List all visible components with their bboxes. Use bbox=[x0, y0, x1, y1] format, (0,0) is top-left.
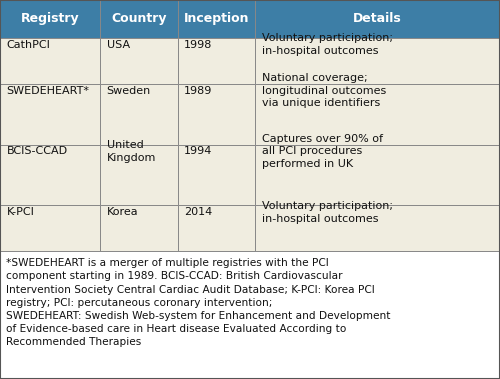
Bar bbox=[255, 38, 500, 84]
Bar bbox=[0, 0, 100, 38]
Bar bbox=[100, 38, 178, 84]
Text: Voluntary participation;
in-hospital outcomes: Voluntary participation; in-hospital out… bbox=[262, 33, 392, 56]
Text: Voluntary participation;
in-hospital outcomes: Voluntary participation; in-hospital out… bbox=[262, 201, 392, 224]
Text: Details: Details bbox=[353, 13, 402, 25]
Text: National coverage;
longitudinal outcomes
via unique identifiers: National coverage; longitudinal outcomes… bbox=[262, 73, 386, 108]
Bar bbox=[0, 38, 100, 84]
Text: BCIS-CCAD: BCIS-CCAD bbox=[6, 146, 68, 157]
Bar bbox=[255, 205, 500, 251]
Text: 1998: 1998 bbox=[184, 40, 212, 50]
Bar bbox=[178, 205, 255, 251]
Text: 1994: 1994 bbox=[184, 146, 212, 157]
Text: *SWEDEHEART is a merger of multiple registries with the PCI
component starting i: *SWEDEHEART is a merger of multiple regi… bbox=[6, 258, 391, 348]
Text: 1989: 1989 bbox=[184, 86, 212, 96]
Bar bbox=[100, 205, 178, 251]
Bar bbox=[178, 38, 255, 84]
Bar bbox=[0, 84, 100, 145]
Text: Country: Country bbox=[111, 13, 166, 25]
Bar bbox=[100, 0, 178, 38]
Text: Registry: Registry bbox=[20, 13, 80, 25]
Text: Sweden: Sweden bbox=[106, 86, 151, 96]
Bar bbox=[100, 84, 178, 145]
Text: CathPCI: CathPCI bbox=[6, 40, 51, 50]
Bar bbox=[178, 145, 255, 205]
Text: Korea: Korea bbox=[106, 207, 138, 217]
Text: Captures over 90% of
all PCI procedures
performed in UK: Captures over 90% of all PCI procedures … bbox=[262, 134, 382, 169]
Bar bbox=[255, 84, 500, 145]
Text: 2014: 2014 bbox=[184, 207, 212, 217]
Bar bbox=[0, 205, 100, 251]
Bar bbox=[100, 145, 178, 205]
Text: United
Kingdom: United Kingdom bbox=[106, 140, 156, 163]
Text: K-PCI: K-PCI bbox=[6, 207, 34, 217]
Bar bbox=[178, 0, 255, 38]
Bar bbox=[255, 145, 500, 205]
Bar bbox=[0, 145, 100, 205]
Text: USA: USA bbox=[106, 40, 130, 50]
Bar bbox=[178, 84, 255, 145]
Text: Inception: Inception bbox=[184, 13, 249, 25]
Bar bbox=[0, 251, 500, 379]
Bar bbox=[255, 0, 500, 38]
Text: SWEDEHEART*: SWEDEHEART* bbox=[6, 86, 89, 96]
